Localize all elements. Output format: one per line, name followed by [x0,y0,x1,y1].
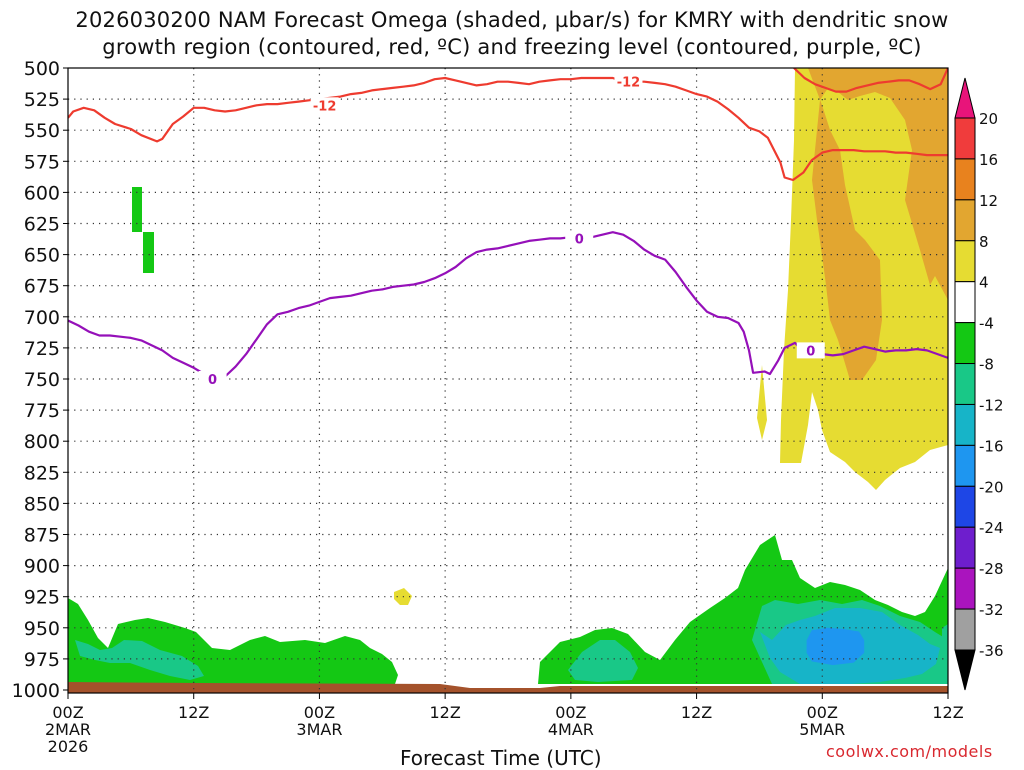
credit-link[interactable]: coolwx.com/models [826,742,993,761]
chart-title-line-2: growth region (contoured, red, ºC) and f… [102,35,922,59]
colorbar-bin [954,567,976,610]
upward-left-green [68,598,398,684]
colorbar-label: -32 [979,601,1004,619]
y-tick-label: 550 [24,120,60,142]
colorbar-label: 4 [979,274,989,292]
contour-labels: -12 -12 0 0 0 [198,73,825,388]
colorbar-label: -16 [979,437,1004,455]
y-axis: 500 525 550 575 600 625 650 675 700 725 750 775 800 8… [12,58,68,702]
y-tick-label: 825 [24,462,60,484]
colorbar-bin [954,608,976,651]
y-tick-label: 750 [24,369,60,391]
terrain-below-ground [68,682,948,693]
contour-label-bg [310,97,339,114]
colorbar-label: -12 [979,396,1004,414]
x-tick-label: 00Z [555,703,586,722]
colorbar-top-triangle [954,77,976,119]
contour-label-bg [614,73,643,90]
y-tick-label: 975 [24,649,60,671]
y-tick-label: 875 [24,525,60,547]
plot-frame [67,67,949,694]
colorbar-bin [954,403,976,446]
colorbar-bin [954,444,976,487]
dendritic-growth-region-contour-1 [793,68,948,93]
y-tick-label: 650 [24,245,60,267]
colorbar-bin [954,117,976,160]
colorbar-bin [954,322,976,365]
contour-label: 0 [806,344,815,359]
colorbar-bin [954,281,976,324]
grid-lines [68,68,948,693]
colorbar: 20 16 12 8 4 -4 -8 -12 -16 -20 -24 -28 -32 -36 [954,77,1004,691]
colorbar-bin [954,485,976,528]
dendritic-growth-region-contour-0 [68,76,948,182]
y-tick-label: 900 [24,556,60,578]
x-tick-label: 12Z [681,703,712,722]
y-tick-label: 700 [24,307,60,329]
x-tick-label: 12Z [932,703,963,722]
y-tick-label: 625 [24,214,60,236]
upward-motion-core [806,627,865,666]
y-tick-label: 725 [24,338,60,360]
y-tick-label: 850 [24,493,60,515]
chart-title-line-1: 2026030200 NAM Forecast Omega (shaded, µ… [75,8,949,32]
y-tick-label: 500 [24,58,60,80]
x-tick-label: 2026 [48,737,89,756]
colorbar-label: 16 [979,151,998,169]
x-tick-label: 4MAR [548,720,594,739]
colorbar-bin [954,363,976,405]
sinking-region-yellow-spike [757,365,767,440]
contour-label-bg [198,371,227,387]
contour-label-bg [796,342,825,359]
upward-left-teal [75,640,204,680]
x-tick-label: 00Z [807,703,838,722]
contour-label: 0 [575,232,584,247]
teal-edge-blob [942,624,948,650]
upward-right-teal [568,640,638,682]
x-tick-label: 3MAR [296,720,342,739]
y-tick-label: 775 [24,400,60,422]
x-tick-label: 00Z [304,703,335,722]
colorbar-label: -28 [979,560,1004,578]
x-tick-label: 2MAR [45,720,91,739]
colorbar-label: -24 [979,519,1004,537]
colorbar-label: -4 [979,315,994,333]
colorbar-label: 8 [979,233,989,251]
contour-label: -12 [313,99,337,114]
colorbar-bin [954,240,976,283]
colorbar-label: -36 [979,642,1004,660]
colorbar-bottom-triangle [954,649,976,691]
y-tick-label: 925 [24,587,60,609]
y-tick-label: 600 [24,182,60,204]
x-tick-label: 00Z [52,703,83,722]
x-axis-label: Forecast Time (UTC) [400,746,602,770]
sinking-region-orange [808,68,948,380]
x-tick-label: 5MAR [799,720,845,739]
colorbar-bin [954,526,976,569]
y-tick-label: 1000 [12,680,60,702]
colorbar-label: -8 [979,356,994,374]
y-tick-label: 525 [24,89,60,111]
colorbar-label: -20 [979,478,1004,496]
y-tick-label: 675 [24,276,60,298]
y-tick-label: 800 [24,431,60,453]
contour-label: -12 [617,76,641,91]
x-tick-label: 12Z [429,703,460,722]
colorbar-label: 20 [979,110,998,128]
green-tall-column [132,187,154,273]
y-tick-label: 950 [24,618,60,640]
colorbar-label: 12 [979,192,998,210]
y-tick-label: 575 [24,151,60,173]
contour-label-bg [565,230,594,247]
colorbar-bin [954,158,976,201]
colorbar-bin [954,199,976,242]
contour-label: 0 [208,373,217,388]
x-tick-label: 12Z [178,703,209,722]
